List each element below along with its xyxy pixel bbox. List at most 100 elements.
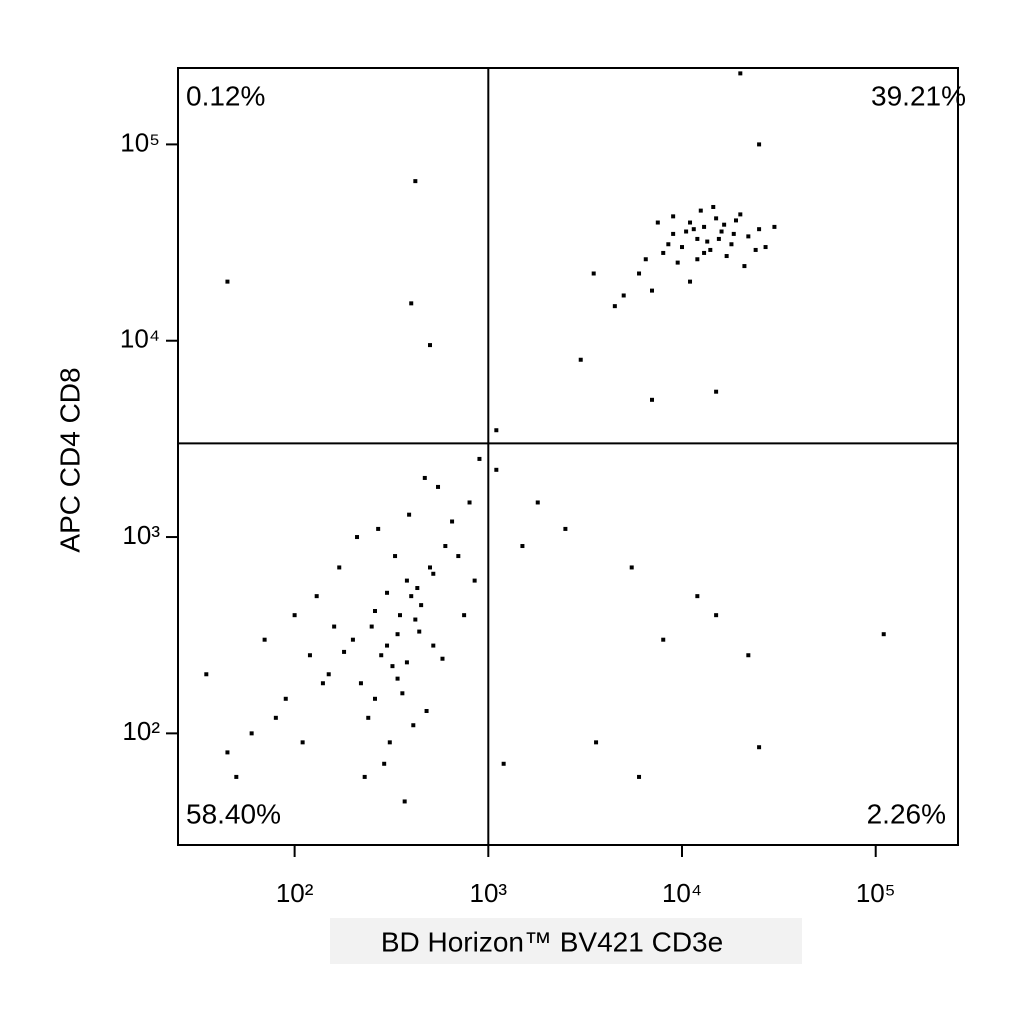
event-dot	[691, 227, 696, 232]
event-dot	[643, 257, 648, 262]
x-axis-label: BD Horizon™ BV421 CD3e	[381, 926, 723, 957]
event-dot	[467, 500, 472, 505]
event-dot	[342, 649, 347, 654]
event-dot	[372, 696, 377, 701]
event-dot	[369, 624, 374, 629]
event-dot	[395, 676, 400, 681]
event-dot	[688, 220, 693, 225]
event-dot	[409, 594, 414, 599]
event-dot	[462, 613, 467, 618]
x-tick-label: 10⁵	[856, 878, 896, 908]
event-dot	[422, 475, 427, 480]
event-dot	[366, 715, 371, 720]
event-dot	[440, 656, 445, 661]
event-dot	[332, 624, 337, 629]
event-dot	[881, 632, 886, 637]
event-dot	[385, 643, 390, 648]
event-dot	[738, 212, 743, 217]
event-dot	[249, 731, 254, 736]
event-dot	[702, 250, 707, 255]
event-dot	[273, 715, 278, 720]
event-dot	[772, 224, 777, 229]
event-dot	[413, 617, 418, 622]
event-dot	[494, 428, 499, 433]
event-dot	[742, 264, 747, 269]
event-dot	[407, 512, 412, 517]
y-tick-label: 10⁵	[120, 127, 160, 157]
event-dot	[450, 519, 455, 524]
event-dot	[431, 571, 436, 576]
event-dot	[350, 637, 355, 642]
x-tick-label: 10⁴	[662, 878, 702, 908]
event-dot	[714, 389, 719, 394]
event-dot	[428, 565, 433, 570]
event-dot	[307, 653, 312, 658]
quadrant-percent: 58.40%	[186, 798, 281, 829]
event-dot	[456, 554, 461, 559]
event-dot	[695, 236, 700, 241]
event-dot	[688, 279, 693, 284]
event-dot	[757, 227, 762, 232]
quadrant-percent: 39.21%	[871, 80, 966, 111]
event-dot	[400, 691, 405, 696]
y-axis-label: APC CD4 CD8	[54, 367, 85, 552]
event-dot	[443, 544, 448, 549]
event-dot	[714, 216, 719, 221]
x-tick-label: 10²	[276, 878, 314, 908]
event-dot	[477, 456, 482, 461]
event-dot	[722, 222, 727, 227]
event-dot	[320, 681, 325, 686]
event-dot	[650, 397, 655, 402]
event-dot	[283, 696, 288, 701]
event-dot	[724, 254, 729, 259]
event-dot	[746, 234, 751, 239]
event-dot	[387, 740, 392, 745]
quadrant-percent: 2.26%	[867, 798, 946, 829]
event-dot	[757, 142, 762, 147]
event-dot	[415, 586, 420, 591]
y-tick-label: 10³	[122, 520, 160, 550]
event-dot	[629, 565, 634, 570]
event-dot	[393, 554, 398, 559]
event-dot	[763, 245, 768, 250]
event-dot	[424, 708, 429, 713]
event-dot	[379, 653, 384, 658]
plot-frame	[177, 67, 959, 846]
event-dot	[225, 279, 230, 284]
event-dot	[655, 220, 660, 225]
event-dot	[535, 500, 540, 505]
event-dot	[234, 774, 239, 779]
event-dot	[729, 242, 734, 247]
event-dot	[621, 293, 626, 298]
event-dot	[738, 71, 743, 76]
event-dot	[731, 231, 736, 236]
event-dot	[695, 594, 700, 599]
event-dot	[675, 260, 680, 265]
event-dot	[671, 214, 676, 219]
event-dot	[413, 179, 418, 184]
event-dot	[684, 229, 689, 234]
event-dot	[680, 245, 685, 250]
event-dot	[372, 609, 377, 614]
event-dot	[520, 544, 525, 549]
event-dot	[431, 643, 436, 648]
event-dot	[382, 761, 387, 766]
event-dot	[404, 660, 409, 665]
event-dot	[591, 271, 596, 276]
event-dot	[719, 229, 724, 234]
event-dot	[501, 761, 506, 766]
event-dot	[711, 204, 716, 209]
event-dot	[637, 774, 642, 779]
event-dot	[409, 301, 414, 306]
event-dot	[385, 590, 390, 595]
event-dot	[714, 613, 719, 618]
event-dot	[417, 629, 422, 634]
event-dot	[650, 288, 655, 293]
event-dot	[746, 653, 751, 658]
event-dot	[397, 613, 402, 618]
event-dot	[358, 681, 363, 686]
event-dot	[637, 271, 642, 276]
event-dot	[708, 247, 713, 252]
event-dot	[578, 357, 583, 362]
